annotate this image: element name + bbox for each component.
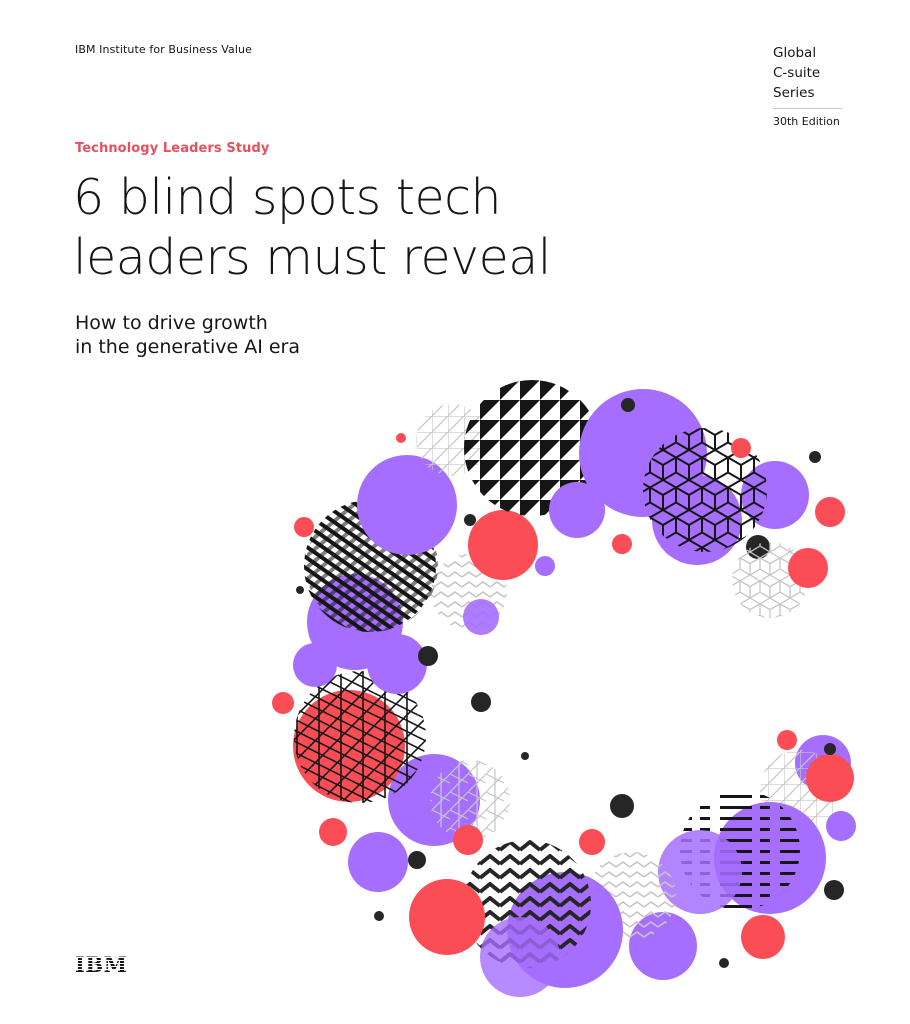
study-kicker: Technology Leaders Study [75,141,270,156]
institute-name: IBM Institute for Business Value [75,43,252,56]
subtitle-line-2: in the generative AI era [75,336,301,358]
series-divider [773,108,842,109]
report-title: 6 blind spots tech leaders must reveal [73,168,551,288]
ibm-logo[interactable]: IBM [75,952,128,977]
title-line-1: 6 blind spots tech [73,169,502,226]
series-block: Global C-suite Series 30th Edition [773,43,843,130]
series-line-series: Series [773,85,815,101]
report-subtitle: How to drive growth in the generative AI… [75,311,300,359]
series-line-global: Global [773,45,817,61]
title-line-2: leaders must reveal [73,229,551,286]
edition-label: 30th Edition [773,115,840,128]
subtitle-line-1: How to drive growth [75,312,268,334]
series-line-csuite: C-suite [773,65,821,81]
